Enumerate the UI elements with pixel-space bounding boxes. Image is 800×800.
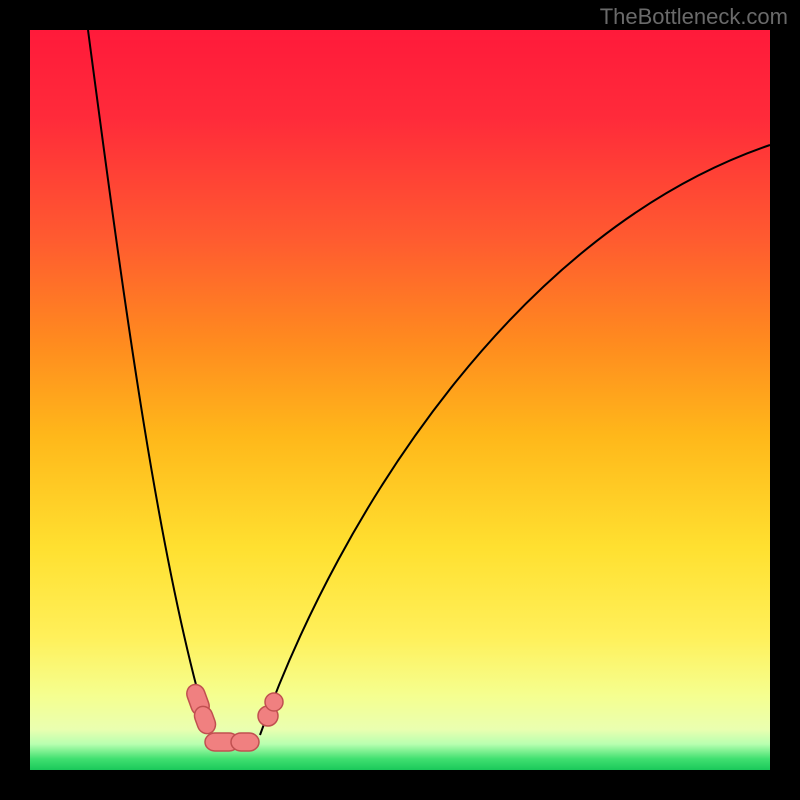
marker: [265, 693, 283, 711]
chart-container: TheBottleneck.com: [0, 0, 800, 800]
marker: [231, 733, 259, 751]
chart-svg: [0, 0, 800, 800]
watermark-text: TheBottleneck.com: [600, 4, 788, 30]
